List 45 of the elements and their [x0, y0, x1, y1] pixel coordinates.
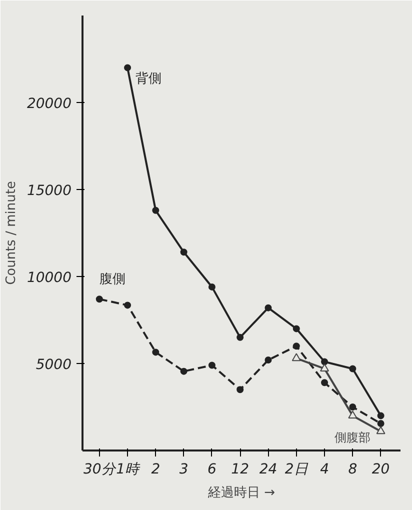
point [376, 426, 386, 434]
point [152, 348, 160, 356]
x-tick-label: 2日 [284, 462, 309, 478]
x-tick-label: 6 [208, 462, 216, 478]
x-tick-label: 24 [259, 462, 278, 478]
point [292, 325, 300, 332]
point [96, 296, 103, 303]
point [320, 364, 330, 372]
point [180, 368, 188, 375]
point [292, 353, 301, 362]
point [377, 412, 384, 420]
y-axis-title: Counts / minute [4, 181, 19, 285]
point [152, 206, 160, 214]
point [264, 304, 272, 312]
x-tick-label: 8 [348, 462, 358, 478]
x-tick-label: 20 [372, 462, 390, 478]
point [124, 64, 132, 72]
y-tick-label: 10000 [26, 270, 72, 286]
x-tick-label: 2 [151, 462, 160, 478]
point [377, 420, 384, 428]
x-axis-title: 経過時日 → [206, 486, 276, 500]
x-tick-label: 12 [231, 462, 250, 478]
x-tick-label: 1時 [116, 462, 141, 478]
x-tick-label: 4 [320, 462, 329, 478]
point [348, 410, 358, 419]
point [321, 358, 328, 366]
y-tick-label: 5000 [36, 357, 72, 373]
point [321, 379, 328, 386]
series-label: 側腹部 [334, 430, 371, 444]
point [208, 283, 216, 290]
series-label: 腹側 [99, 272, 126, 288]
y-tick-label: 15000 [26, 183, 72, 199]
point [180, 248, 188, 256]
y-tick-label: 20000 [26, 96, 72, 112]
point [236, 386, 244, 394]
point [349, 404, 356, 410]
point [236, 334, 244, 341]
x-tick-label: 30分 [83, 462, 116, 478]
point [208, 362, 216, 369]
point [264, 356, 272, 364]
point [124, 302, 132, 309]
point [349, 365, 356, 372]
point [292, 342, 300, 350]
series-label: 背側 [136, 72, 162, 87]
x-tick-label: 3 [179, 462, 188, 478]
